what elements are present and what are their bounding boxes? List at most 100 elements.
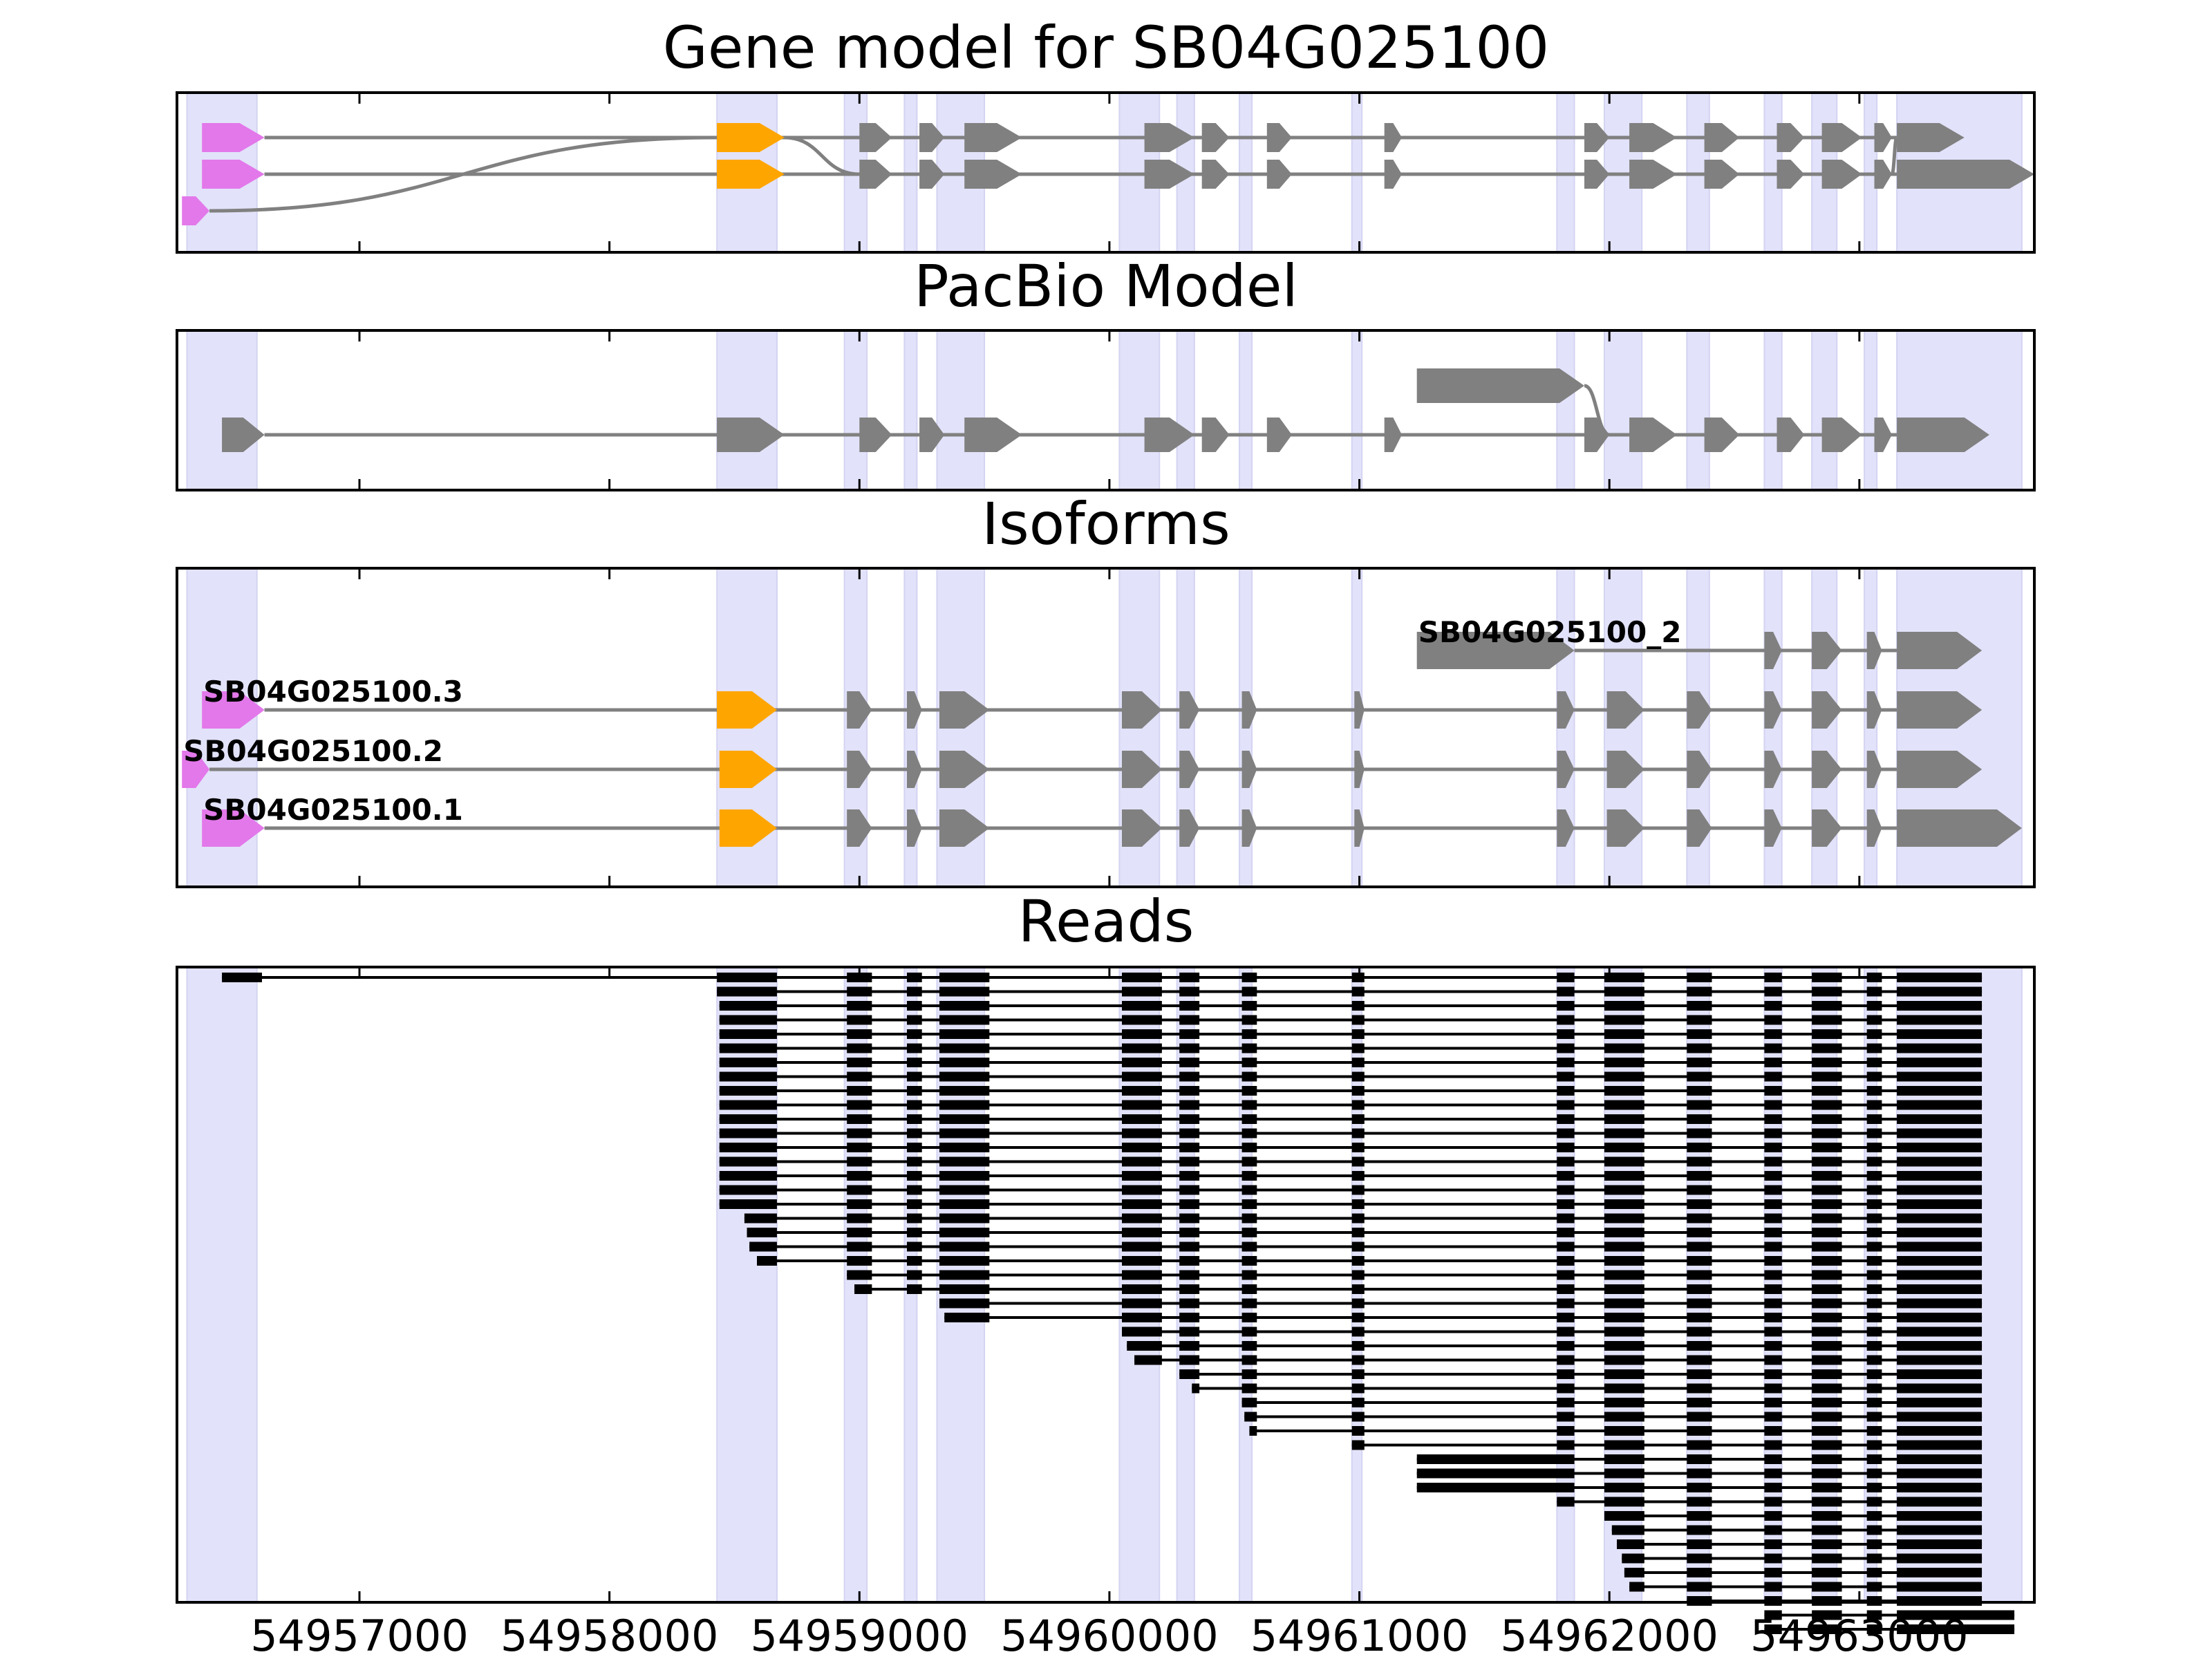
read-block bbox=[1179, 1199, 1200, 1209]
read-block bbox=[1604, 1426, 1644, 1436]
read-block bbox=[1764, 1156, 1782, 1167]
exon-region-band bbox=[1864, 330, 1878, 491]
read-block bbox=[1866, 1086, 1882, 1096]
read-block bbox=[1241, 973, 1257, 982]
read-block bbox=[1866, 1058, 1882, 1067]
exon-block bbox=[1606, 809, 1644, 847]
read-block bbox=[1604, 1156, 1644, 1167]
read-block bbox=[1687, 1355, 1712, 1365]
read-block bbox=[1866, 1454, 1882, 1464]
read-block bbox=[1812, 1270, 1842, 1280]
read-block bbox=[1351, 1213, 1365, 1224]
read-block bbox=[1812, 1001, 1842, 1011]
read-block bbox=[1812, 1440, 1842, 1450]
read-block bbox=[1179, 1256, 1200, 1266]
read-block bbox=[847, 1241, 872, 1252]
exon-block bbox=[1241, 751, 1257, 788]
exon-block bbox=[1704, 123, 1740, 152]
read-block bbox=[847, 1185, 872, 1195]
read-block bbox=[1764, 1454, 1782, 1464]
read-block bbox=[1351, 1071, 1365, 1082]
exon-block bbox=[1629, 418, 1677, 452]
read-block bbox=[1812, 1383, 1842, 1394]
read-block bbox=[1604, 1383, 1644, 1394]
x-tick-label: 54959000 bbox=[750, 1611, 968, 1659]
read-block bbox=[939, 1029, 990, 1039]
read-block bbox=[1241, 1143, 1257, 1152]
read-block bbox=[1866, 1426, 1882, 1436]
read-block bbox=[1416, 1454, 1575, 1464]
read-block bbox=[1764, 1341, 1782, 1351]
read-block bbox=[939, 1256, 990, 1266]
read-block bbox=[1122, 1241, 1162, 1252]
read-block bbox=[1557, 1086, 1575, 1096]
read-block bbox=[1604, 1398, 1644, 1407]
read-block bbox=[1866, 1185, 1882, 1195]
read-block bbox=[1866, 1228, 1882, 1237]
read-block bbox=[1687, 1313, 1712, 1322]
read-block bbox=[1241, 1284, 1257, 1294]
read-block bbox=[1866, 1270, 1882, 1280]
read-block bbox=[1812, 1171, 1842, 1181]
read-block bbox=[1866, 1256, 1882, 1266]
read-block bbox=[719, 1086, 777, 1096]
exon-block bbox=[964, 123, 1022, 152]
read-block bbox=[939, 1100, 990, 1110]
read-block bbox=[1897, 1610, 2015, 1620]
read-block bbox=[1764, 1468, 1782, 1479]
read-block bbox=[1897, 1114, 1983, 1124]
read-block bbox=[847, 986, 872, 997]
read-block bbox=[1179, 1298, 1200, 1309]
read-block bbox=[1604, 1327, 1644, 1337]
exon-block bbox=[1416, 368, 1584, 403]
read-block bbox=[1604, 1143, 1644, 1152]
read-block bbox=[1897, 1171, 1983, 1181]
read-block bbox=[1897, 1426, 1983, 1436]
read-block bbox=[1241, 986, 1257, 997]
read-block bbox=[1557, 1228, 1575, 1237]
read-block bbox=[906, 1001, 922, 1011]
exon-region-band bbox=[1811, 330, 1838, 491]
read-block bbox=[847, 1143, 872, 1152]
read-block bbox=[1557, 1327, 1575, 1337]
read-block bbox=[1897, 1128, 1983, 1138]
read-block bbox=[847, 1213, 872, 1224]
read-block bbox=[1351, 1355, 1365, 1365]
read-block bbox=[1122, 1228, 1162, 1237]
read-block bbox=[1812, 1468, 1842, 1479]
read-block bbox=[1866, 1624, 1882, 1634]
exon-block bbox=[1384, 123, 1402, 152]
read-block bbox=[1897, 1156, 1983, 1167]
start-exon bbox=[717, 123, 785, 152]
read-block bbox=[1764, 1213, 1782, 1224]
read-block bbox=[1812, 1298, 1842, 1309]
exon-region-band bbox=[716, 330, 778, 491]
read-block bbox=[1687, 1284, 1712, 1294]
read-block bbox=[1604, 1100, 1644, 1110]
read-block bbox=[939, 1228, 990, 1237]
read-block bbox=[939, 1199, 990, 1209]
read-block bbox=[906, 1086, 922, 1096]
read-block bbox=[1687, 1539, 1712, 1549]
read-block bbox=[1351, 1298, 1365, 1309]
read-block bbox=[1604, 1497, 1644, 1507]
x-tick-label: 54960000 bbox=[1000, 1611, 1219, 1659]
read-block bbox=[1604, 1440, 1644, 1450]
read-block bbox=[1866, 1355, 1882, 1365]
read-block bbox=[1179, 1156, 1200, 1167]
read-block bbox=[1351, 1241, 1365, 1252]
read-block bbox=[1897, 1327, 1983, 1337]
read-block bbox=[1687, 1412, 1712, 1422]
read-block bbox=[1897, 1582, 1983, 1592]
exon-block bbox=[847, 809, 872, 847]
read-block bbox=[1557, 1270, 1575, 1280]
read-block bbox=[1812, 1483, 1842, 1492]
read-block bbox=[1764, 1298, 1782, 1309]
isoform-label: SB04G025100.3 bbox=[203, 675, 463, 709]
read-block bbox=[1764, 1624, 1782, 1634]
read-block bbox=[1687, 1128, 1712, 1138]
panel-frame bbox=[176, 567, 2036, 888]
exon-block bbox=[1384, 160, 1402, 189]
exon-block bbox=[1687, 751, 1712, 788]
exon-block bbox=[1897, 691, 1983, 729]
